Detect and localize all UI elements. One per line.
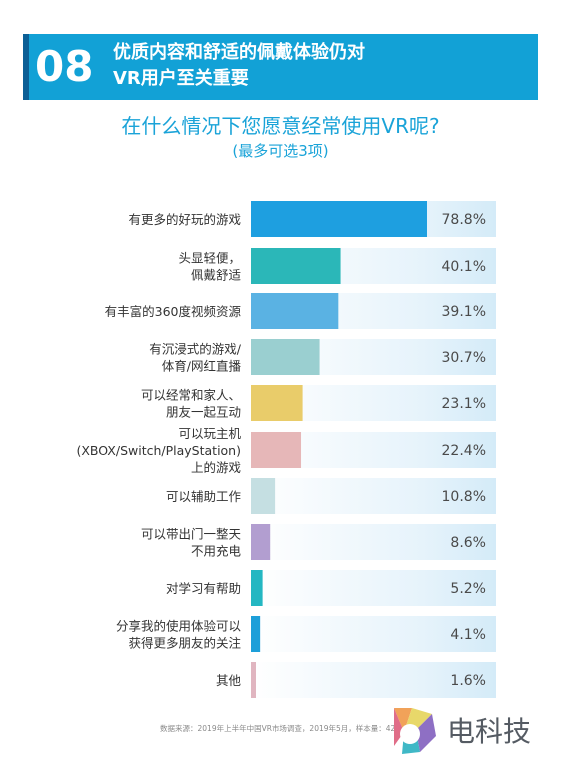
category-label: 其他	[216, 673, 242, 688]
bar	[251, 524, 271, 560]
data-label: 22.4%	[442, 443, 486, 459]
data-label: 5.2%	[450, 581, 486, 597]
data-label: 39.1%	[442, 304, 486, 320]
bar	[251, 616, 261, 652]
data-label: 40.1%	[442, 259, 486, 275]
header-accent-bar	[23, 34, 29, 100]
bar	[251, 385, 303, 421]
data-label: 23.1%	[442, 396, 486, 412]
section-title-line-2: VR用户至关重要	[113, 68, 249, 89]
bar	[251, 339, 320, 375]
category-label: 可以玩主机	[178, 426, 241, 441]
category-label: 可以带出门一整天	[141, 527, 242, 542]
category-label: 头显轻便，	[178, 251, 241, 266]
category-label: 不用充电	[191, 544, 242, 559]
bar-track	[251, 570, 496, 606]
category-label: 体育/网红直播	[162, 359, 242, 374]
data-label: 8.6%	[450, 535, 486, 551]
bar	[251, 570, 263, 606]
bar	[251, 662, 256, 698]
bar	[251, 432, 302, 468]
category-label: 获得更多朋友的关注	[128, 636, 241, 651]
section-header: 08 优质内容和舒适的佩戴体验仍对 VR用户至关重要	[23, 34, 538, 100]
data-label: 30.7%	[442, 350, 486, 366]
bar	[251, 201, 427, 237]
bar-track	[251, 478, 496, 514]
section-title: 优质内容和舒适的佩戴体验仍对 VR用户至关重要	[113, 40, 533, 92]
bar-track	[251, 616, 496, 652]
category-label: (XBOX/Switch/PlayStation)	[76, 443, 241, 458]
bar-track	[251, 662, 496, 698]
brand-name: 电科技	[447, 715, 532, 748]
category-label: 有沉浸式的游戏/	[149, 342, 242, 357]
bar	[251, 478, 276, 514]
bar-track	[251, 524, 496, 560]
category-label: 佩戴舒适	[191, 268, 241, 283]
data-label: 4.1%	[450, 627, 486, 643]
section-title-line-1: 优质内容和舒适的佩戴体验仍对	[113, 42, 365, 63]
brand-logo	[394, 708, 436, 754]
category-label: 对学习有帮助	[166, 581, 241, 596]
section-number: 08	[35, 42, 94, 91]
bar	[251, 248, 341, 284]
category-label: 朋友一起互动	[166, 405, 241, 420]
data-label: 1.6%	[450, 673, 486, 689]
data-source-note: 数据来源：2019年上半年中国VR市场调查，2019年5月，样本量：4200+	[160, 724, 412, 733]
category-label: 可以辅助工作	[166, 489, 242, 504]
category-label: 有更多的好玩的游戏	[128, 212, 241, 227]
data-label: 10.8%	[442, 489, 486, 505]
data-label: 78.8%	[442, 212, 486, 228]
chart-question: 在什么情况下您愿意经常使用VR呢?	[121, 114, 440, 138]
category-label: 有丰富的360度视频资源	[105, 304, 242, 319]
category-label: 上的游戏	[191, 460, 241, 475]
category-label: 分享我的使用体验可以	[116, 619, 242, 634]
chart-question-note: (最多可选3项)	[232, 142, 329, 160]
category-label: 可以经常和家人、	[141, 388, 241, 403]
bar	[251, 293, 339, 329]
